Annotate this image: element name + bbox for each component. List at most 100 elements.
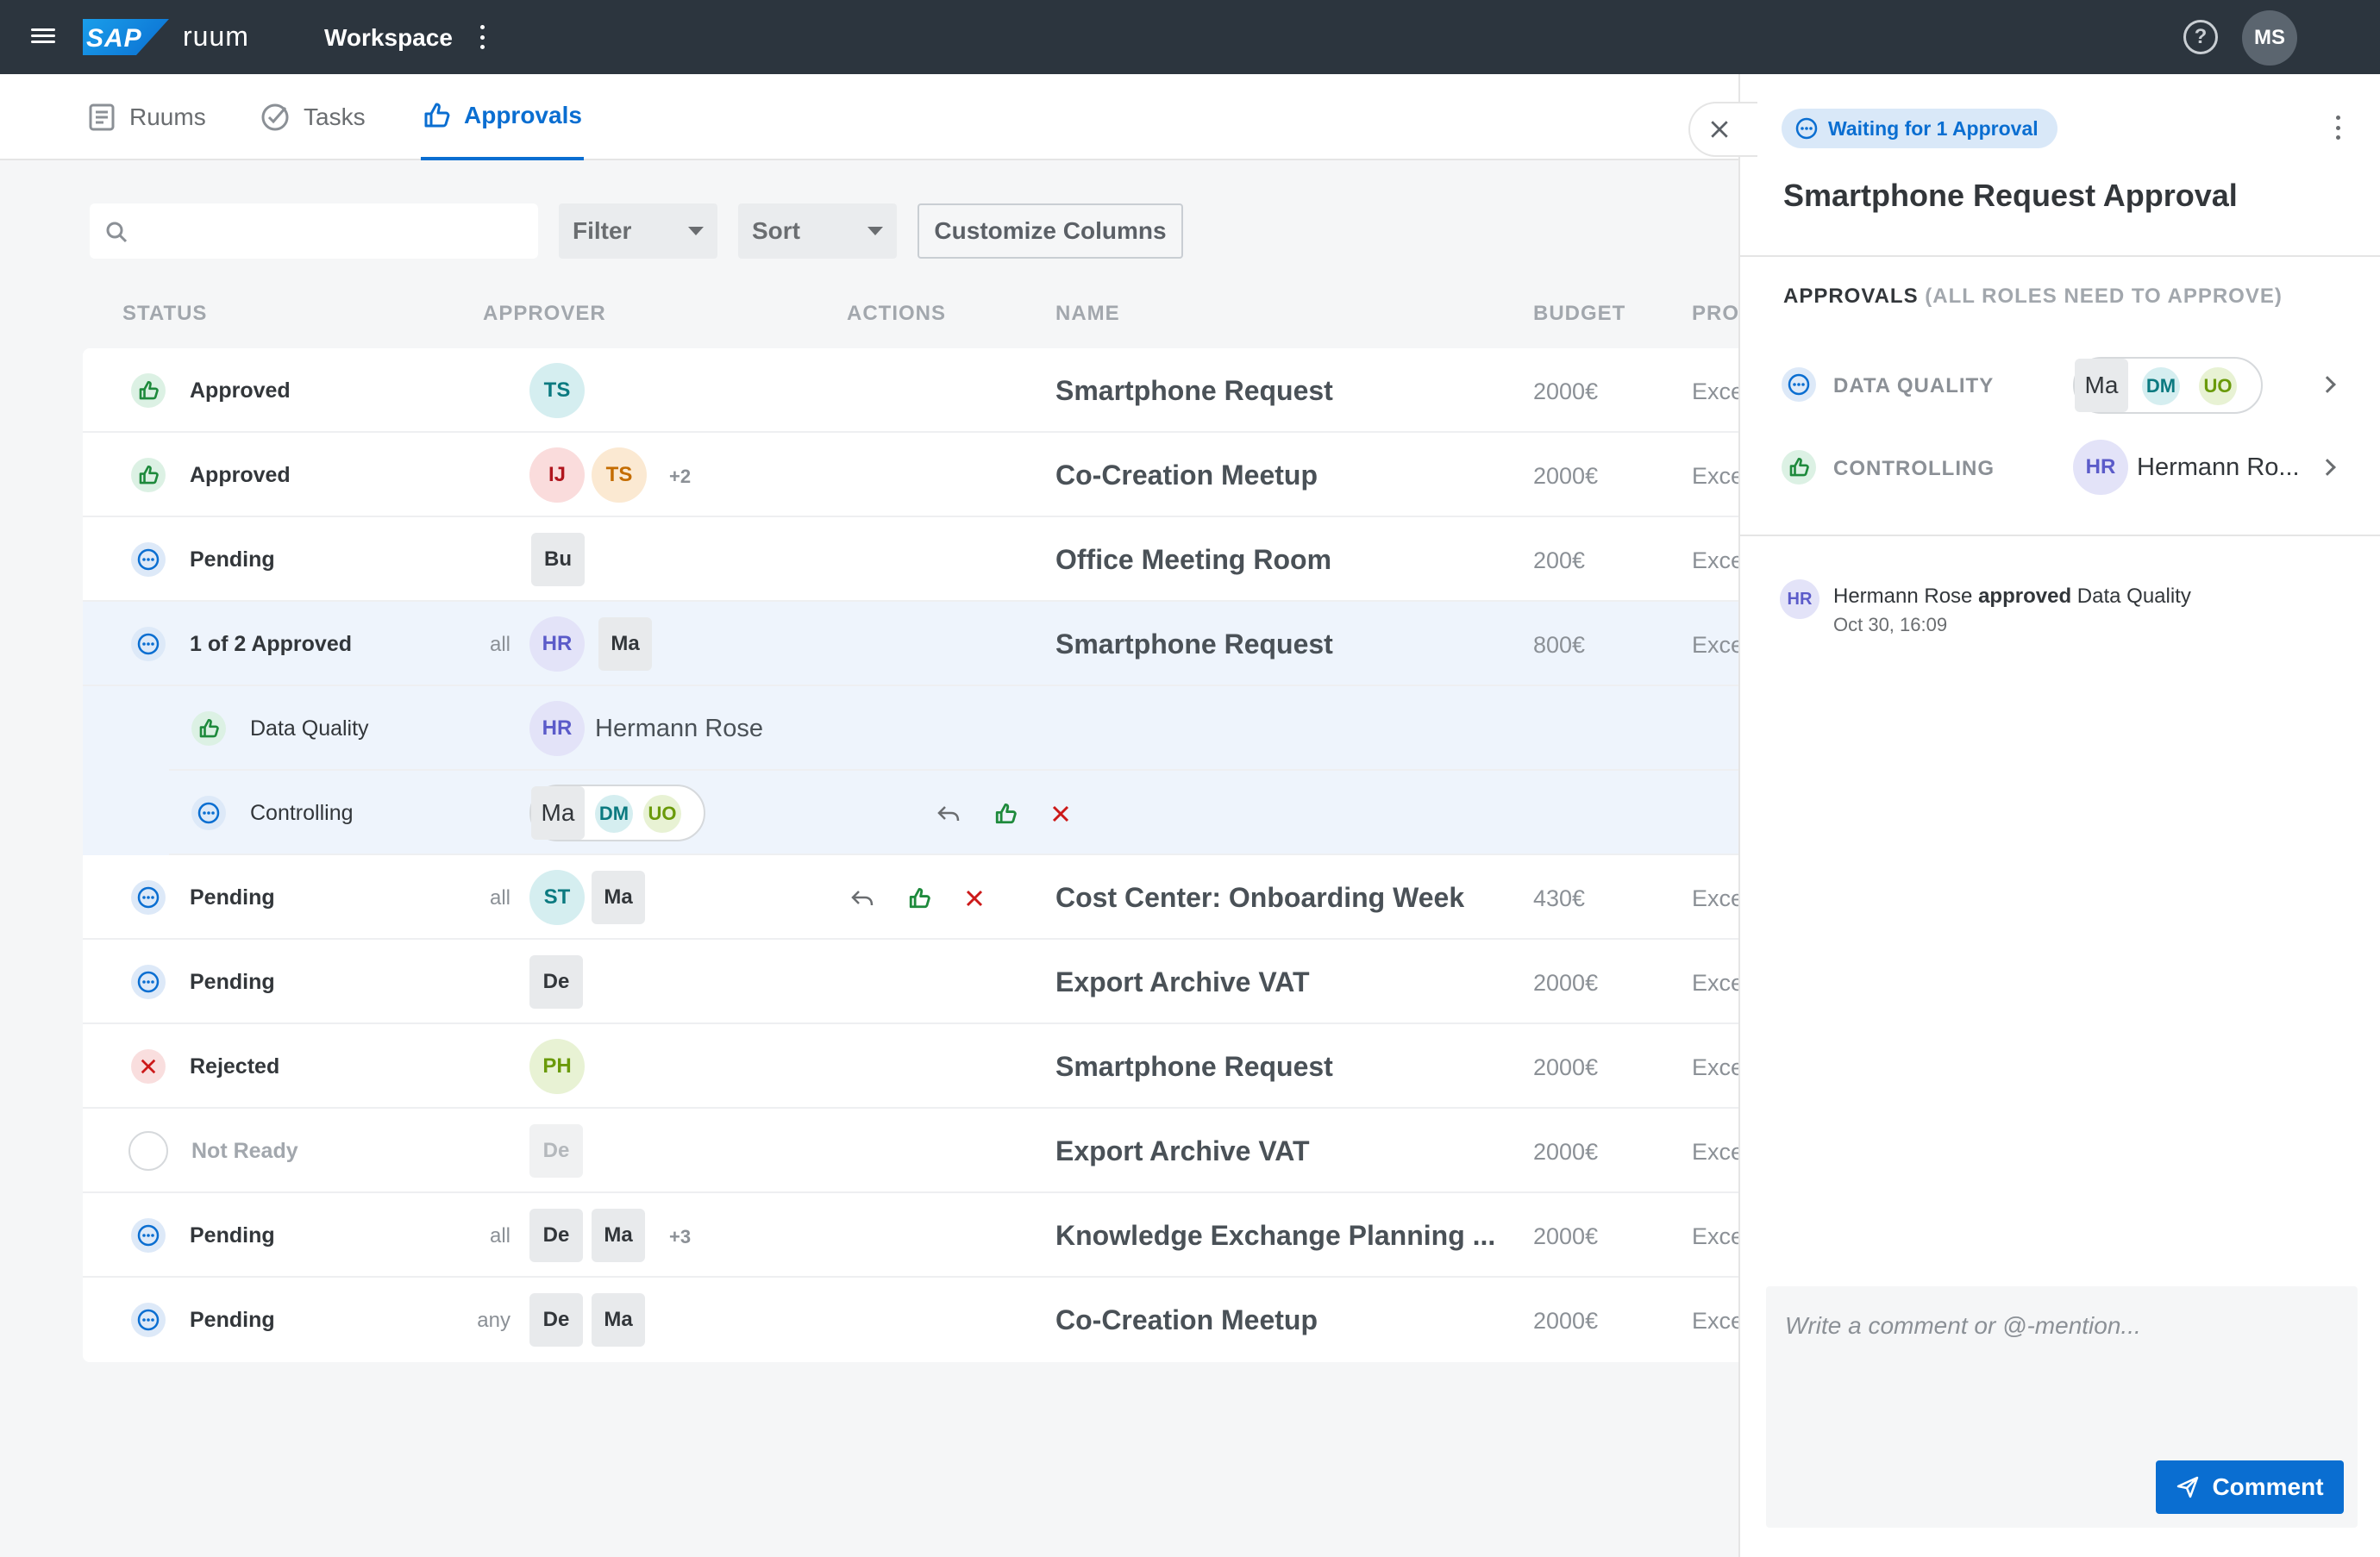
approval-name[interactable]: Co-Creation Meetup	[1055, 460, 1318, 491]
approver-group-avatar[interactable]: De	[529, 955, 583, 1009]
pending-status-icon	[131, 627, 166, 661]
status-text: Pending	[190, 970, 275, 994]
approver-group-avatar[interactable]: Ma	[531, 786, 585, 840]
project-value: Exce	[1692, 885, 1738, 911]
budget-value: 2000€	[1533, 1139, 1599, 1165]
user-avatar[interactable]: MS	[2242, 10, 2297, 66]
approver-avatar[interactable]: DM	[595, 795, 633, 833]
search-icon	[106, 222, 128, 243]
table-row[interactable]: Pending De Export Archive VAT 2000€ Exce	[83, 940, 1738, 1024]
approve-icon[interactable]	[904, 883, 935, 914]
table-row[interactable]: Pending any De Ma Co-Creation Meetup 200…	[83, 1278, 1738, 1362]
approver-avatar[interactable]: PH	[529, 1039, 585, 1094]
activity-object: Data Quality	[2076, 585, 2191, 608]
table-row[interactable]: Pending all ST Ma Cost Center: Onboardin…	[83, 855, 1738, 940]
approver-avatar[interactable]: HR	[2073, 440, 2128, 495]
close-icon	[1711, 121, 1728, 138]
reject-icon[interactable]	[959, 883, 990, 914]
approval-mode: any	[477, 1309, 510, 1332]
tab-approvals[interactable]: Approvals	[421, 74, 584, 160]
reassign-icon[interactable]	[847, 883, 878, 914]
approval-name[interactable]: Smartphone Request	[1055, 628, 1333, 660]
pending-status-icon	[131, 1218, 166, 1253]
comment-placeholder: Write a comment or @-mention...	[1785, 1312, 2141, 1339]
approver-group-avatar[interactable]: De	[529, 1124, 583, 1178]
approver-group-avatar[interactable]: Ma	[592, 1293, 645, 1347]
role-data-quality[interactable]: DATA QUALITY	[1833, 374, 1995, 397]
approver-avatar[interactable]: TS	[592, 447, 647, 503]
project-value: Exce	[1692, 547, 1738, 573]
budget-value: 2000€	[1533, 1308, 1599, 1334]
table-row[interactable]: Approved TS Smartphone Request 2000€ Exc…	[83, 348, 1738, 433]
workspace-title[interactable]: Workspace	[324, 24, 453, 51]
comment-button[interactable]: Comment	[2156, 1460, 2344, 1514]
approve-icon[interactable]	[990, 798, 1021, 829]
approver-group-avatar[interactable]: De	[529, 1293, 583, 1347]
reassign-icon[interactable]	[933, 798, 964, 829]
column-header-name[interactable]: NAME	[1055, 302, 1120, 325]
table-row[interactable]: Approved IJ TS +2 Co-Creation Meetup 200…	[83, 433, 1738, 517]
more-approvers-count[interactable]: +3	[669, 1226, 692, 1247]
workspace-more-icon[interactable]	[479, 25, 485, 49]
approver-group-avatar[interactable]: De	[529, 1209, 583, 1262]
approval-name[interactable]: Co-Creation Meetup	[1055, 1304, 1318, 1335]
status-text: Not Ready	[191, 1139, 298, 1163]
approver-avatar[interactable]: UO	[2199, 367, 2237, 405]
sub-row-controlling[interactable]: Controlling Ma DM UO	[169, 771, 1738, 855]
approver-avatar[interactable]: ST	[529, 870, 585, 925]
tab-tasks[interactable]: Tasks	[260, 74, 366, 160]
sub-row-data-quality[interactable]: Data Quality HR Hermann Rose	[169, 686, 1738, 771]
approval-name[interactable]: Office Meeting Room	[1055, 544, 1332, 575]
panel-more-icon[interactable]	[2335, 116, 2340, 140]
approval-name[interactable]: Smartphone Request	[1055, 1051, 1333, 1082]
approver-avatar[interactable]: HR	[529, 701, 585, 756]
role-controlling[interactable]: CONTROLLING	[1833, 457, 1995, 480]
approval-name[interactable]: Export Archive VAT	[1055, 966, 1310, 997]
approval-name[interactable]: Smartphone Request	[1055, 375, 1333, 406]
approver-group-avatar[interactable]: Bu	[531, 533, 585, 586]
approver-avatar[interactable]: DM	[2142, 367, 2180, 405]
budget-value: 2000€	[1533, 1054, 1599, 1080]
approver-avatar[interactable]: TS	[529, 363, 585, 418]
budget-value: 2000€	[1533, 1223, 1599, 1249]
role-name: Data Quality	[250, 716, 369, 741]
approver-group-avatar[interactable]: Ma	[592, 1209, 645, 1262]
activity-time: Oct 30, 16:09	[1833, 614, 1948, 635]
sort-dropdown[interactable]: Sort	[738, 203, 897, 259]
pending-status-icon	[1782, 367, 1816, 402]
approval-mode: all	[489, 1224, 510, 1247]
approval-name[interactable]: Knowledge Exchange Planning ...	[1055, 1220, 1496, 1251]
column-header-budget[interactable]: BUDGET	[1533, 302, 1626, 325]
approval-name[interactable]: Export Archive VAT	[1055, 1135, 1310, 1166]
table-row-selected[interactable]: 1 of 2 Approved all HR Ma Smartphone Req…	[83, 602, 1738, 686]
column-header-project[interactable]: PRO	[1692, 302, 1740, 325]
close-panel-button[interactable]	[1688, 102, 1757, 157]
approver-group-avatar[interactable]: Ma	[598, 617, 652, 671]
more-approvers-count[interactable]: +2	[669, 466, 692, 487]
customize-columns-button[interactable]: Customize Columns	[918, 203, 1183, 259]
caret-down-icon	[688, 227, 704, 235]
reject-icon[interactable]	[1045, 798, 1076, 829]
help-icon[interactable]: ?	[2183, 20, 2218, 54]
approver-group-avatar[interactable]: Ma	[2075, 359, 2128, 412]
approver-group-avatar[interactable]: Ma	[592, 871, 645, 924]
table-row[interactable]: Pending Bu Office Meeting Room 200€ Exce	[83, 517, 1738, 602]
filter-dropdown[interactable]: Filter	[559, 203, 717, 259]
approver-avatar[interactable]: UO	[643, 795, 681, 833]
table-row[interactable]: Pending all De Ma +3 Knowledge Exchange …	[83, 1193, 1738, 1278]
status-text: Pending	[190, 547, 275, 572]
hamburger-menu-icon[interactable]	[31, 25, 55, 49]
approver-avatar[interactable]: HR	[529, 616, 585, 672]
tab-ruums[interactable]: Ruums	[88, 74, 206, 160]
column-header-status[interactable]: STATUS	[122, 302, 208, 325]
table-row[interactable]: Rejected PH Smartphone Request 2000€ Exc…	[83, 1024, 1738, 1109]
sap-logo: SAP	[83, 19, 169, 55]
approver-avatar[interactable]: IJ	[529, 447, 585, 503]
shell-bar: SAP ruum Workspace ? MS	[0, 0, 2380, 74]
pending-status-icon	[131, 880, 166, 915]
approval-name[interactable]: Cost Center: Onboarding Week	[1055, 882, 1465, 913]
table-row[interactable]: Not Ready De Export Archive VAT 2000€ Ex…	[83, 1109, 1738, 1193]
budget-value: 200€	[1533, 547, 1586, 573]
search-input[interactable]	[90, 203, 538, 259]
column-header-approver[interactable]: APPROVER	[483, 302, 606, 325]
